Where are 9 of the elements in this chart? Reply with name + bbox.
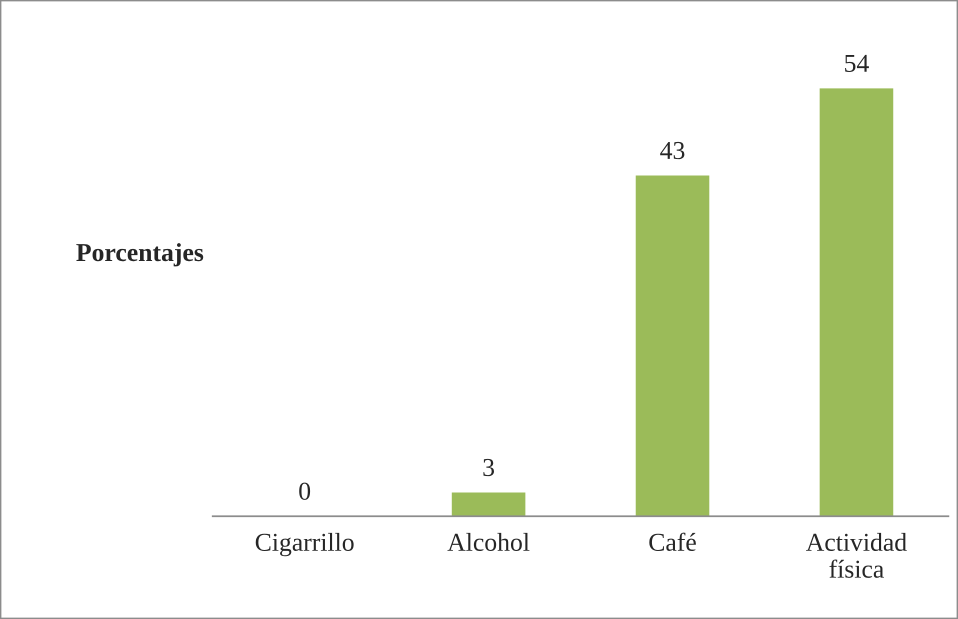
- x-tick-label: Cigarrillo: [256, 532, 354, 556]
- data-label: 0: [299, 482, 310, 500]
- data-label: 43: [660, 142, 684, 160]
- data-label: 54: [845, 54, 869, 72]
- x-tick-label: Actividad física: [806, 532, 907, 578]
- data-label: 3: [483, 458, 494, 476]
- x-tick-label: Alcohol: [447, 532, 530, 551]
- x-tick-label: Café: [649, 532, 696, 551]
- y-axis-title: Porcentajes: [76, 243, 204, 266]
